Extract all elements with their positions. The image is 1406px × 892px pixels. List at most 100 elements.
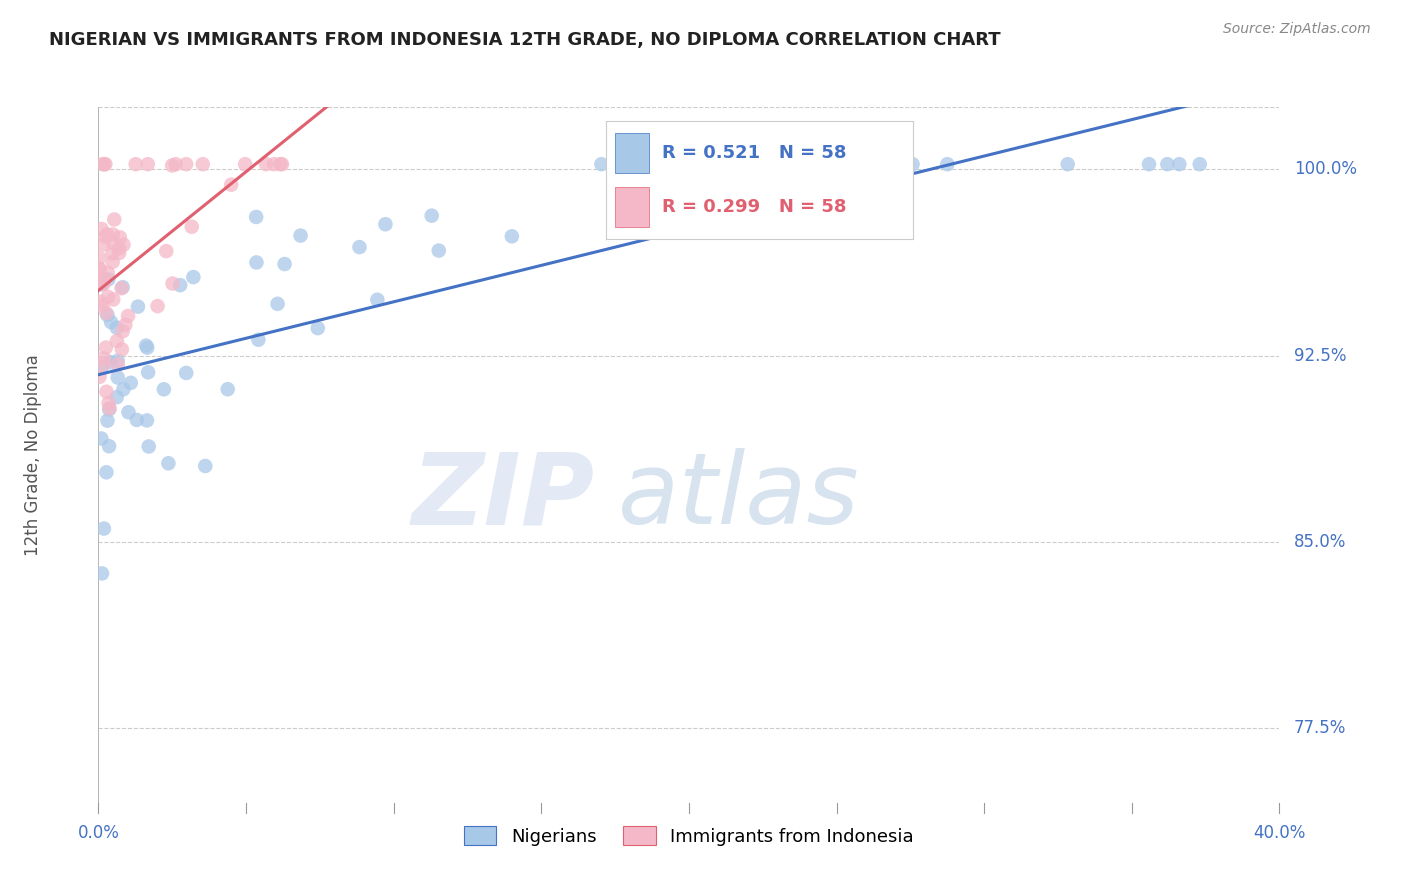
Text: 92.5%: 92.5% xyxy=(1294,346,1346,365)
Point xyxy=(290,228,312,243)
Point xyxy=(100,315,122,329)
Point xyxy=(107,354,129,368)
Text: 77.5%: 77.5% xyxy=(1294,719,1346,738)
Point xyxy=(146,299,169,313)
Point xyxy=(135,338,157,352)
Point xyxy=(374,217,396,231)
Point xyxy=(1168,157,1191,171)
Point xyxy=(125,157,148,171)
Text: 40.0%: 40.0% xyxy=(1253,823,1306,842)
Point xyxy=(1056,157,1078,171)
Text: 100.0%: 100.0% xyxy=(1294,161,1357,178)
Point xyxy=(901,157,924,171)
Text: atlas: atlas xyxy=(619,448,859,545)
Point xyxy=(136,365,159,379)
Point xyxy=(245,255,267,269)
Point xyxy=(112,382,135,396)
Point xyxy=(107,370,129,384)
Point xyxy=(107,358,129,372)
Point xyxy=(103,212,125,227)
Point xyxy=(138,440,160,454)
Point xyxy=(114,318,136,332)
Text: R = 0.521   N = 58: R = 0.521 N = 58 xyxy=(662,144,846,161)
Point xyxy=(98,355,121,369)
Point xyxy=(108,241,131,255)
Point xyxy=(90,222,112,236)
Point xyxy=(125,413,148,427)
Point xyxy=(247,333,270,347)
Text: 12th Grade, No Diploma: 12th Grade, No Diploma xyxy=(24,354,42,556)
Text: 85.0%: 85.0% xyxy=(1294,533,1346,551)
Point xyxy=(165,157,187,171)
Point xyxy=(98,402,121,417)
Point xyxy=(349,240,371,254)
Point xyxy=(105,390,128,404)
Point xyxy=(89,369,111,384)
Point xyxy=(96,414,118,428)
Point xyxy=(105,320,128,334)
Point xyxy=(93,522,115,536)
Point xyxy=(127,300,149,314)
Point xyxy=(117,309,139,323)
Point xyxy=(93,356,115,370)
Point xyxy=(155,244,177,259)
Point xyxy=(89,251,111,265)
Point xyxy=(112,237,135,252)
Point xyxy=(136,157,159,171)
Point xyxy=(90,360,112,375)
Point xyxy=(191,157,214,171)
Point xyxy=(153,382,176,396)
Point xyxy=(1137,157,1160,171)
Point xyxy=(271,157,294,171)
Point xyxy=(936,157,959,171)
Point xyxy=(91,566,114,581)
Point xyxy=(93,237,115,252)
Point xyxy=(110,281,132,295)
Point xyxy=(111,324,134,338)
Point xyxy=(96,466,118,480)
Point xyxy=(93,272,115,286)
Point xyxy=(96,384,118,399)
FancyBboxPatch shape xyxy=(616,187,650,227)
Point xyxy=(180,219,202,234)
Text: ZIP: ZIP xyxy=(412,448,595,545)
Point xyxy=(269,157,291,171)
Point xyxy=(97,266,120,280)
Point xyxy=(194,458,217,473)
Point xyxy=(366,293,388,307)
Point xyxy=(108,246,131,260)
Point xyxy=(245,210,267,224)
Text: R = 0.299   N = 58: R = 0.299 N = 58 xyxy=(662,198,846,216)
Point xyxy=(103,293,125,307)
Point xyxy=(101,246,124,260)
Point xyxy=(591,157,613,171)
Point xyxy=(420,209,443,223)
Point xyxy=(96,308,118,322)
Point xyxy=(94,229,117,244)
Point xyxy=(136,413,159,427)
Point xyxy=(91,157,114,171)
Point xyxy=(89,262,111,277)
Text: NIGERIAN VS IMMIGRANTS FROM INDONESIA 12TH GRADE, NO DIPLOMA CORRELATION CHART: NIGERIAN VS IMMIGRANTS FROM INDONESIA 12… xyxy=(49,31,1001,49)
Point xyxy=(97,272,120,286)
Point xyxy=(111,280,134,294)
Point xyxy=(93,277,115,291)
Point xyxy=(233,157,256,171)
Point xyxy=(89,294,111,309)
Point xyxy=(108,230,131,244)
Point xyxy=(90,277,112,292)
Point xyxy=(120,376,142,390)
Point xyxy=(111,343,134,357)
Point xyxy=(97,290,120,304)
Point xyxy=(266,297,288,311)
Text: 0.0%: 0.0% xyxy=(77,823,120,842)
Point xyxy=(117,405,139,419)
Point xyxy=(101,227,124,242)
Point xyxy=(93,157,115,171)
Point xyxy=(98,401,121,416)
Point xyxy=(169,278,191,293)
Point xyxy=(254,157,277,171)
Point xyxy=(90,432,112,446)
Point xyxy=(183,270,205,285)
Point xyxy=(273,257,295,271)
